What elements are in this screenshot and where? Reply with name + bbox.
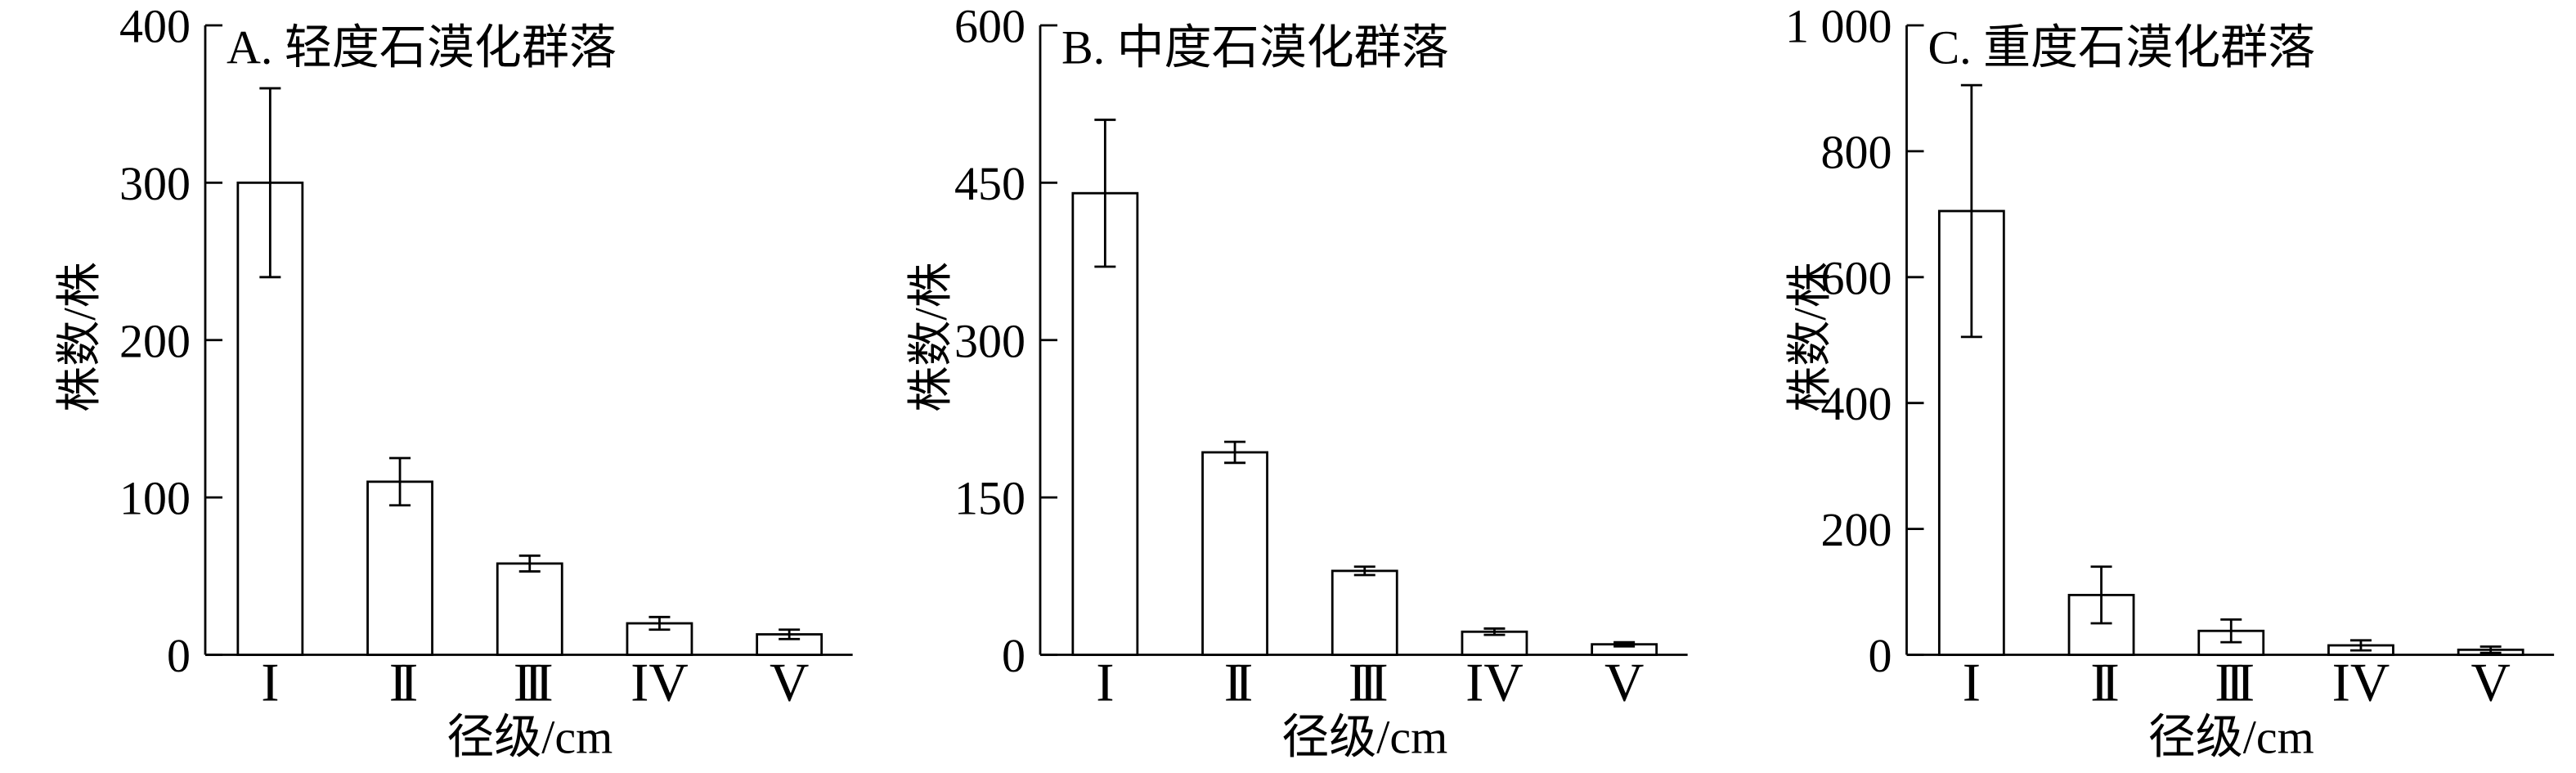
svg-text:150: 150 (954, 472, 1025, 525)
svg-text:径级/cm: 径级/cm (447, 711, 613, 764)
svg-text:I: I (1963, 653, 1981, 713)
svg-text:V: V (770, 653, 809, 713)
svg-text:400: 400 (119, 0, 191, 53)
svg-text:IV: IV (2332, 653, 2390, 713)
svg-text:B. 中度石漠化群落: B. 中度石漠化群落 (1061, 21, 1449, 74)
svg-text:IV: IV (631, 653, 689, 713)
svg-text:V: V (1604, 653, 1644, 713)
svg-text:0: 0 (1869, 629, 1892, 682)
svg-text:III: III (2215, 653, 2253, 713)
svg-text:I: I (1096, 653, 1114, 713)
svg-text:300: 300 (119, 157, 191, 210)
svg-text:V: V (2471, 653, 2510, 713)
svg-text:100: 100 (119, 472, 191, 525)
svg-text:株数/株: 株数/株 (906, 262, 957, 412)
svg-text:株数/株: 株数/株 (1785, 262, 1836, 412)
svg-text:200: 200 (119, 314, 191, 367)
svg-text:200: 200 (1821, 503, 1892, 556)
svg-text:1 000: 1 000 (1785, 0, 1892, 53)
svg-text:0: 0 (1002, 629, 1025, 682)
svg-text:800: 800 (1821, 125, 1892, 178)
svg-text:III: III (514, 653, 552, 713)
svg-text:径级/cm: 径级/cm (2148, 711, 2314, 764)
svg-text:III: III (1349, 653, 1387, 713)
svg-text:IV: IV (1465, 653, 1524, 713)
svg-text:I: I (261, 653, 279, 713)
svg-text:450: 450 (954, 157, 1025, 210)
svg-text:600: 600 (954, 0, 1025, 53)
svg-text:径级/cm: 径级/cm (1281, 711, 1447, 764)
svg-text:A. 轻度石漠化群落: A. 轻度石漠化群落 (227, 21, 617, 74)
svg-text:0: 0 (167, 629, 191, 682)
svg-text:C. 重度石漠化群落: C. 重度石漠化群落 (1928, 21, 2316, 74)
svg-text:株数/株: 株数/株 (55, 262, 105, 412)
svg-text:300: 300 (954, 314, 1025, 367)
